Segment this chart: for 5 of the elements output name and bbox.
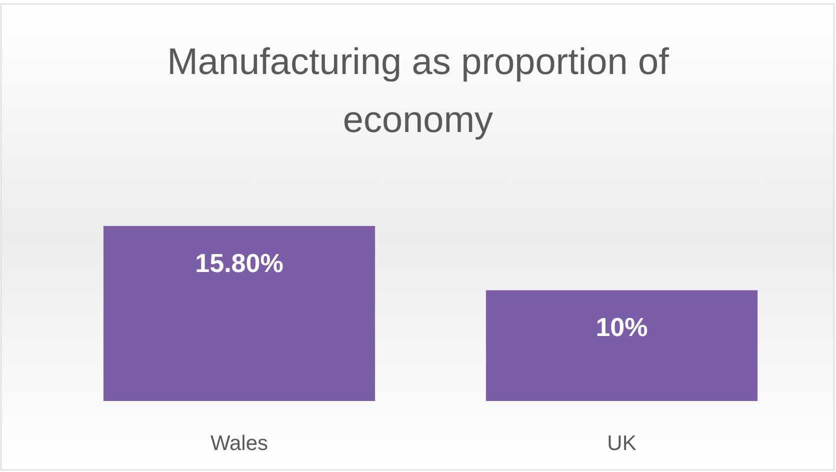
chart-title: Manufacturing as proportion of economy xyxy=(167,41,670,140)
x-tick-label: Wales xyxy=(210,432,268,455)
data-label: 10% xyxy=(596,312,648,342)
x-tick-label: UK xyxy=(607,432,636,455)
data-label: 15.80% xyxy=(195,248,284,278)
